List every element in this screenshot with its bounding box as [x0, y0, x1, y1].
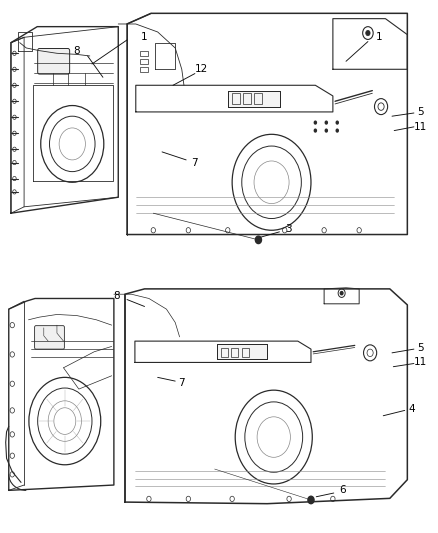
Text: 7: 7	[178, 378, 185, 387]
Polygon shape	[217, 344, 267, 359]
Bar	[232, 93, 240, 104]
Text: 12: 12	[195, 64, 208, 74]
Text: 5: 5	[417, 107, 424, 117]
Bar	[140, 67, 148, 72]
Text: 1: 1	[141, 33, 148, 42]
Circle shape	[366, 30, 370, 36]
Circle shape	[336, 128, 339, 133]
Bar	[231, 348, 238, 357]
Text: 11: 11	[414, 358, 427, 367]
Polygon shape	[228, 91, 280, 107]
Bar	[140, 59, 148, 64]
Text: 11: 11	[414, 122, 427, 132]
FancyBboxPatch shape	[35, 326, 64, 349]
Circle shape	[314, 120, 317, 125]
Text: 7: 7	[191, 158, 198, 167]
Circle shape	[374, 99, 388, 115]
Circle shape	[255, 236, 261, 244]
Circle shape	[314, 128, 317, 133]
Text: 3: 3	[285, 224, 292, 234]
Text: 4: 4	[408, 404, 415, 414]
FancyBboxPatch shape	[38, 49, 70, 74]
Text: 6: 6	[339, 486, 346, 495]
Circle shape	[325, 120, 328, 125]
Circle shape	[336, 120, 339, 125]
Bar	[243, 93, 251, 104]
Bar	[140, 51, 148, 56]
Circle shape	[364, 345, 377, 361]
Bar	[254, 93, 262, 104]
Bar	[221, 348, 228, 357]
Bar	[242, 348, 249, 357]
Circle shape	[325, 128, 328, 133]
Circle shape	[340, 292, 343, 295]
Text: 1: 1	[375, 33, 382, 42]
Text: 8: 8	[113, 291, 120, 301]
Text: 8: 8	[73, 46, 80, 55]
Text: 5: 5	[417, 343, 424, 352]
Circle shape	[308, 496, 314, 504]
